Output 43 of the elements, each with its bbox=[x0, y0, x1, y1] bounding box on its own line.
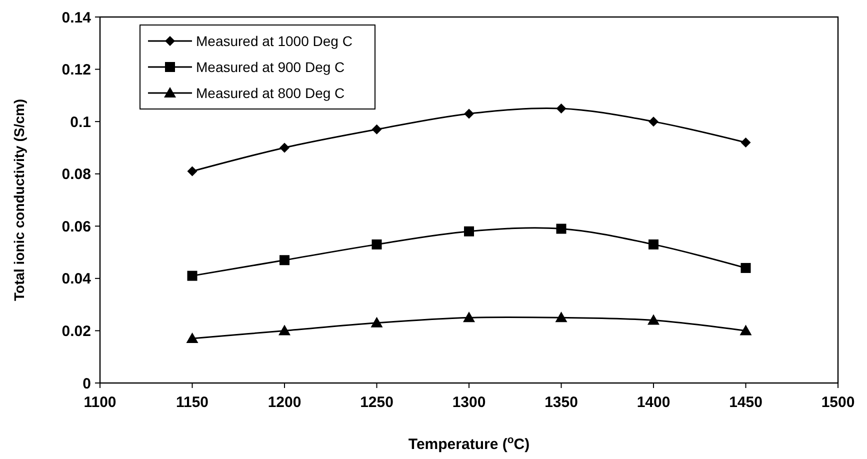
point bbox=[186, 332, 198, 344]
x-tick-label: 1350 bbox=[544, 394, 578, 411]
x-tick-label: 1150 bbox=[176, 394, 209, 411]
x-tick-label: 1500 bbox=[821, 394, 855, 411]
point bbox=[556, 224, 566, 234]
legend-label: Measured at 900 Deg C bbox=[196, 58, 345, 75]
point bbox=[187, 166, 198, 176]
point bbox=[740, 324, 752, 336]
point bbox=[372, 124, 382, 134]
point bbox=[372, 239, 382, 250]
point bbox=[555, 312, 568, 322]
y-tick-label: 0.02 bbox=[62, 322, 91, 340]
point bbox=[187, 270, 198, 281]
x-tick-label: 1200 bbox=[268, 394, 302, 411]
point bbox=[280, 142, 290, 153]
x-tick-label: 1450 bbox=[729, 394, 762, 411]
y-tick-label: 0.12 bbox=[62, 62, 91, 79]
x-tick-label: 1100 bbox=[84, 394, 116, 411]
legend-label: Measured at 800 Deg C bbox=[196, 84, 345, 101]
point bbox=[278, 324, 290, 336]
point bbox=[648, 314, 660, 325]
x-tick-label: 1250 bbox=[360, 394, 394, 411]
point bbox=[280, 255, 290, 266]
point bbox=[648, 239, 658, 250]
x-tick-label: 1400 bbox=[636, 394, 670, 411]
y-axis-title: Total ionic conductivity (S/cm) bbox=[11, 99, 27, 301]
y-tick-label: 0 bbox=[82, 375, 91, 392]
point bbox=[740, 262, 751, 273]
point bbox=[370, 316, 383, 328]
y-tick-label: 0.04 bbox=[62, 270, 92, 288]
x-tick-label: 1300 bbox=[452, 394, 486, 411]
legend-label: Measured at 1000 Deg C bbox=[196, 32, 352, 49]
y-tick-label: 0.08 bbox=[62, 166, 91, 184]
x-axis-title: Temperature ($^{o}$C) bbox=[408, 434, 530, 453]
point bbox=[648, 116, 658, 127]
point bbox=[463, 312, 475, 322]
y-tick-label: 0.06 bbox=[62, 218, 91, 236]
y-tick-label: 0.14 bbox=[62, 9, 92, 26]
point bbox=[464, 226, 474, 236]
point bbox=[464, 108, 474, 119]
point bbox=[740, 137, 751, 148]
y-tick-label: 0.1 bbox=[70, 114, 91, 131]
point bbox=[556, 104, 566, 114]
